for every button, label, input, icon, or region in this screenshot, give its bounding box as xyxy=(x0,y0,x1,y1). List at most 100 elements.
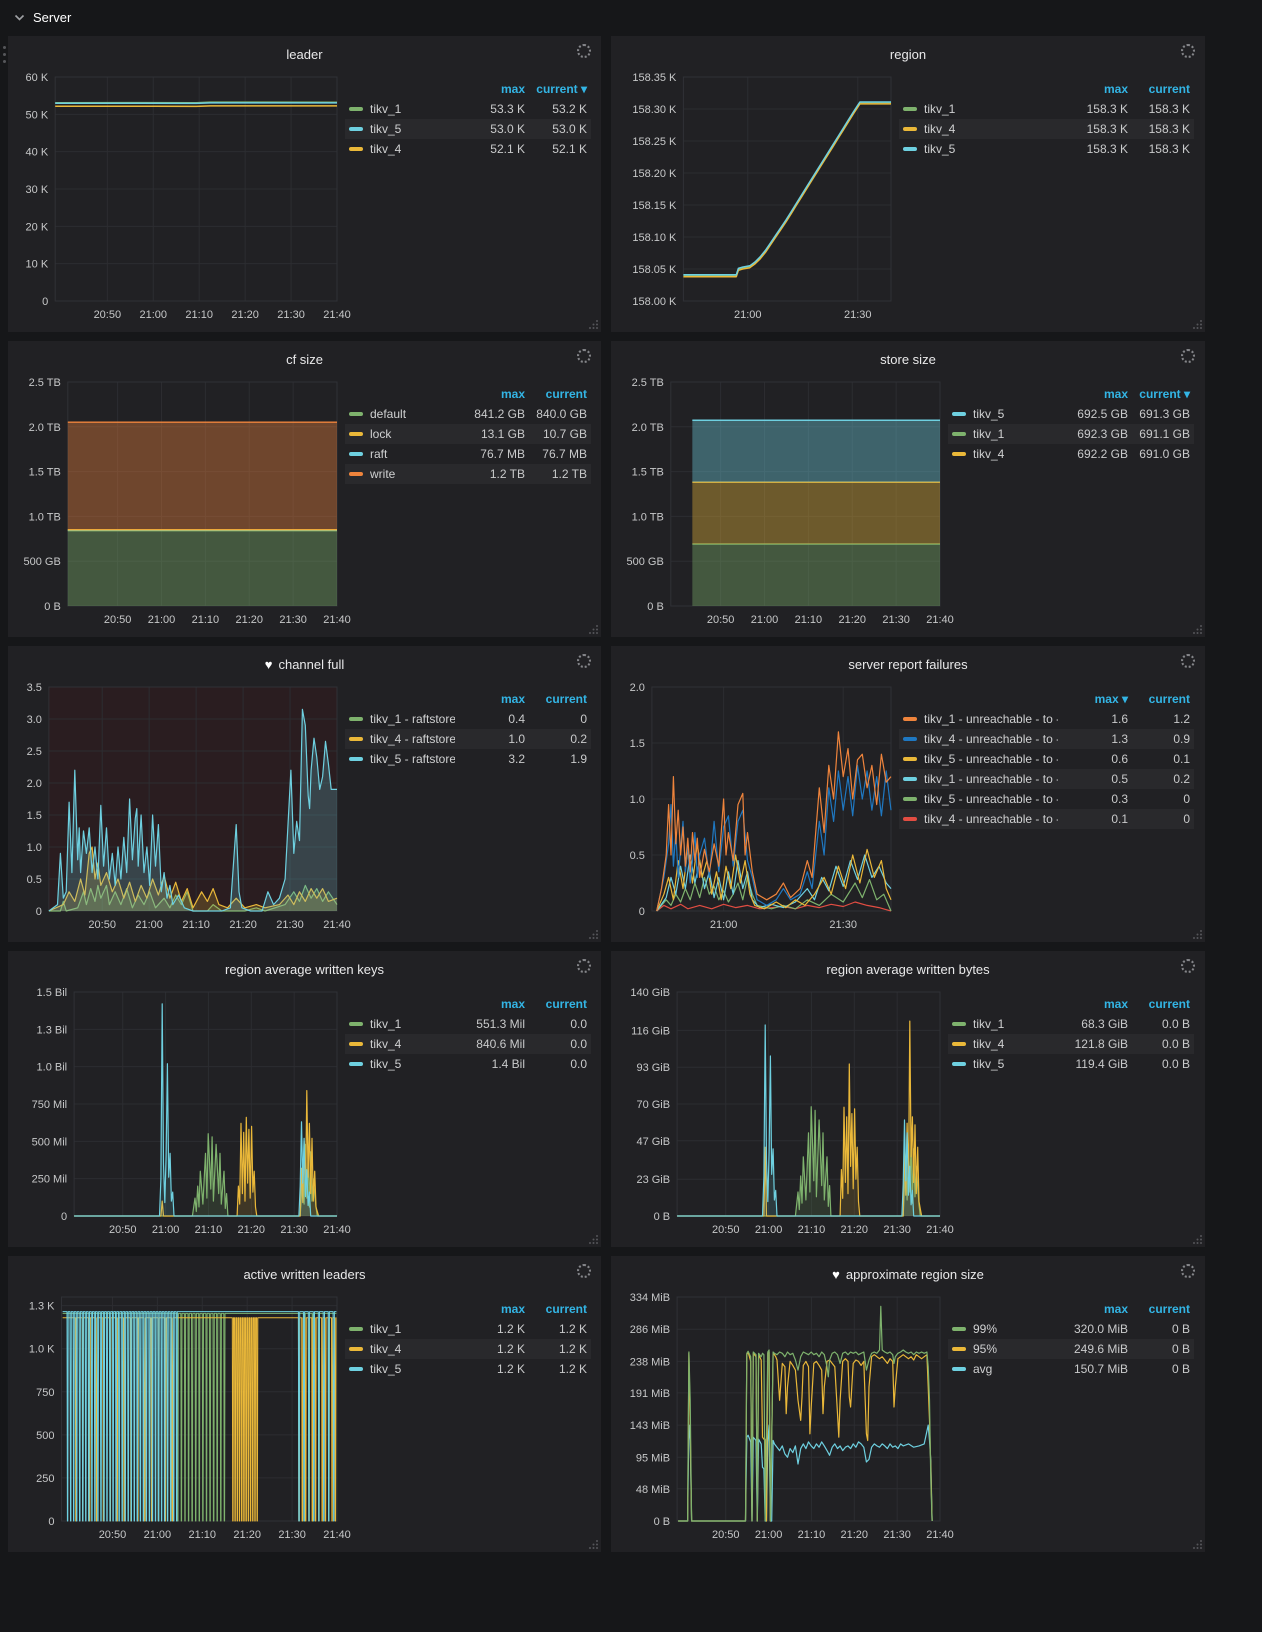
legend-series-toggle[interactable]: tikv_4 - unreachable - to - 5 xyxy=(903,732,1058,746)
legend-series-toggle[interactable]: tikv_4 xyxy=(903,122,1058,136)
panel-header[interactable]: ♥ channel full xyxy=(8,646,601,677)
legend-series-toggle[interactable]: tikv_1 - unreachable - to - 4 xyxy=(903,772,1058,786)
legend-series-toggle[interactable]: tikv_5 - unreachable - to - 4 xyxy=(903,752,1058,766)
legend-series-toggle[interactable]: tikv_5 xyxy=(952,1057,1058,1071)
panel-resize-handle[interactable] xyxy=(588,624,599,635)
panel-body: 20:50 21:00 21:10 21:20 21:30 21:40 0 B 500 GB 1… xyxy=(611,372,1205,630)
legend-row: lock 13.1 GB 10.7 GB xyxy=(345,424,591,444)
legend-header-current[interactable]: current xyxy=(1148,1302,1190,1316)
chart-canvas[interactable]: 20:50 21:00 21:10 21:20 21:30 21:40 0 250 Mil 50… xyxy=(18,982,351,1240)
legend-series-toggle[interactable]: tikv_5 xyxy=(349,1057,455,1071)
legend-header-current[interactable]: current xyxy=(545,387,587,401)
legend-series-toggle[interactable]: 99% xyxy=(952,1322,1058,1336)
legend-series-toggle[interactable]: tikv_1 xyxy=(952,427,1058,441)
legend-header-max[interactable]: max xyxy=(500,387,525,401)
legend-series-toggle[interactable]: tikv_4 xyxy=(349,1037,455,1051)
legend-series-toggle[interactable]: tikv_1 - unreachable - to - 5 xyxy=(903,712,1058,726)
panel-header[interactable]: cf size xyxy=(8,341,601,372)
panel-header[interactable]: leader xyxy=(8,36,601,67)
legend-header-current[interactable]: current xyxy=(1148,997,1190,1011)
svg-text:21:30: 21:30 xyxy=(277,309,305,321)
legend-header-current[interactable]: current xyxy=(1148,692,1190,706)
legend-header-current[interactable]: current ▾ xyxy=(536,82,587,96)
legend-max-value: 158.3 K xyxy=(1086,142,1128,156)
dashboard-row-header[interactable]: Server xyxy=(0,0,1262,34)
svg-text:2.5: 2.5 xyxy=(27,746,42,758)
legend-series-toggle[interactable]: write xyxy=(349,467,455,481)
svg-text:21:30: 21:30 xyxy=(883,1224,911,1236)
legend-series-toggle[interactable]: tikv_4 xyxy=(952,1037,1058,1051)
legend-series-toggle[interactable]: avg xyxy=(952,1362,1058,1376)
legend-header-max[interactable]: max xyxy=(1103,997,1128,1011)
chart-canvas[interactable]: 21:00 21:30 158.00 K 158.05 K 158.10 K 158.15… xyxy=(621,67,899,325)
legend-series-toggle[interactable]: tikv_1 - raftstore xyxy=(349,712,455,726)
legend-series-toggle[interactable]: tikv_1 xyxy=(349,102,455,116)
legend-header-current[interactable]: current xyxy=(1148,82,1190,96)
chart-canvas[interactable]: 20:50 21:00 21:10 21:20 21:30 21:40 0 B 48 MiB 9… xyxy=(621,1287,954,1545)
legend-series-toggle[interactable]: tikv_1 xyxy=(903,102,1058,116)
legend-header-max[interactable]: max xyxy=(1103,82,1128,96)
panel-resize-handle[interactable] xyxy=(1192,319,1203,330)
legend-header-current[interactable]: current ▾ xyxy=(1139,387,1190,401)
chart-canvas[interactable]: 20:50 21:00 21:10 21:20 21:30 21:40 0 B 500 GB 1… xyxy=(18,372,350,630)
panel-resize-handle[interactable] xyxy=(1192,929,1203,940)
legend-series-toggle[interactable]: tikv_1 xyxy=(349,1322,455,1336)
panel-resize-handle[interactable] xyxy=(588,319,599,330)
legend-series-toggle[interactable]: tikv_1 xyxy=(952,1017,1058,1031)
panel-header[interactable]: region average written keys xyxy=(8,951,601,982)
chart-canvas[interactable]: 20:50 21:00 21:10 21:20 21:30 21:40 0 B 23 GiB 4… xyxy=(621,982,953,1240)
legend-series-toggle[interactable]: tikv_5 - raftstore xyxy=(349,752,455,766)
legend-series-toggle[interactable]: tikv_4 - raftstore xyxy=(349,732,455,746)
legend-series-name: tikv_5 xyxy=(370,1057,402,1071)
chart-canvas[interactable]: 20:50 21:00 21:10 21:20 21:30 21:40 0 250 500 750… xyxy=(18,1287,351,1545)
panel-header[interactable]: region xyxy=(611,36,1205,67)
dashboard-panel: region average written keys 20:50 21:00 21… xyxy=(8,951,601,1247)
legend-series-toggle[interactable]: tikv_4 xyxy=(349,1342,455,1356)
panel-title: leader xyxy=(286,47,323,62)
panel-resize-handle[interactable] xyxy=(1192,1539,1203,1550)
panel-header[interactable]: server report failures xyxy=(611,646,1205,677)
panel-header[interactable]: ♥ approximate region size xyxy=(611,1256,1205,1287)
legend-series-toggle[interactable]: tikv_5 - unreachable - to - 1 xyxy=(903,792,1058,806)
chart-canvas[interactable]: 20:50 21:00 21:10 21:20 21:30 21:40 0 B 500 GB 1… xyxy=(621,372,953,630)
legend-series-toggle[interactable]: tikv_5 xyxy=(349,1362,455,1376)
legend-current-value: 0.0 B xyxy=(1161,1037,1190,1051)
legend-series-toggle[interactable]: lock xyxy=(349,427,455,441)
legend-header-max[interactable]: max xyxy=(500,997,525,1011)
legend-header-max[interactable]: max ▾ xyxy=(1094,692,1128,706)
legend-header-max[interactable]: max xyxy=(500,82,525,96)
legend-series-toggle[interactable]: tikv_4 - unreachable - to - 1 xyxy=(903,812,1058,826)
legend-header-max[interactable]: max xyxy=(500,692,525,706)
legend-series-name: tikv_4 - unreachable - to - 1 xyxy=(924,812,1058,826)
panel-resize-handle[interactable] xyxy=(588,1539,599,1550)
legend-series-toggle[interactable]: tikv_5 xyxy=(952,407,1058,421)
chart-canvas[interactable]: 20:50 21:00 21:10 21:20 21:30 21:40 0 0.5 1.0 1.5… xyxy=(18,677,351,935)
legend-series-toggle[interactable]: tikv_4 xyxy=(952,447,1058,461)
legend-series-toggle[interactable]: raft xyxy=(349,447,455,461)
panel-header[interactable]: store size xyxy=(611,341,1205,372)
panel-header[interactable]: region average written bytes xyxy=(611,951,1205,982)
svg-text:158.00 K: 158.00 K xyxy=(632,296,677,308)
legend-series-toggle[interactable]: default xyxy=(349,407,455,421)
row-drag-handle[interactable] xyxy=(3,46,6,63)
legend-series-toggle[interactable]: tikv_5 xyxy=(349,122,455,136)
legend-series-toggle[interactable]: 95% xyxy=(952,1342,1058,1356)
series-color-marker xyxy=(903,147,917,151)
panel-header[interactable]: active written leaders xyxy=(8,1256,601,1287)
chart-canvas[interactable]: 20:50 21:00 21:10 21:20 21:30 21:40 0 10 K 20 K 3… xyxy=(18,67,351,325)
legend-series-toggle[interactable]: tikv_1 xyxy=(349,1017,455,1031)
panel-resize-handle[interactable] xyxy=(588,929,599,940)
panel-resize-handle[interactable] xyxy=(1192,1234,1203,1245)
legend-header-max[interactable]: max xyxy=(1103,1302,1128,1316)
legend-header-current[interactable]: current xyxy=(545,997,587,1011)
legend-header-current[interactable]: current xyxy=(545,692,587,706)
legend-header-max[interactable]: max xyxy=(500,1302,525,1316)
legend-series-toggle[interactable]: tikv_4 xyxy=(349,142,455,156)
series-color-marker xyxy=(952,1062,966,1066)
legend-series-toggle[interactable]: tikv_5 xyxy=(903,142,1058,156)
chart-canvas[interactable]: 21:00 21:30 0 0.5 1.0 1.5 2.0 xyxy=(621,677,899,935)
legend-header-current[interactable]: current xyxy=(545,1302,587,1316)
panel-resize-handle[interactable] xyxy=(1192,624,1203,635)
panel-resize-handle[interactable] xyxy=(588,1234,599,1245)
legend-header-max[interactable]: max xyxy=(1103,387,1128,401)
